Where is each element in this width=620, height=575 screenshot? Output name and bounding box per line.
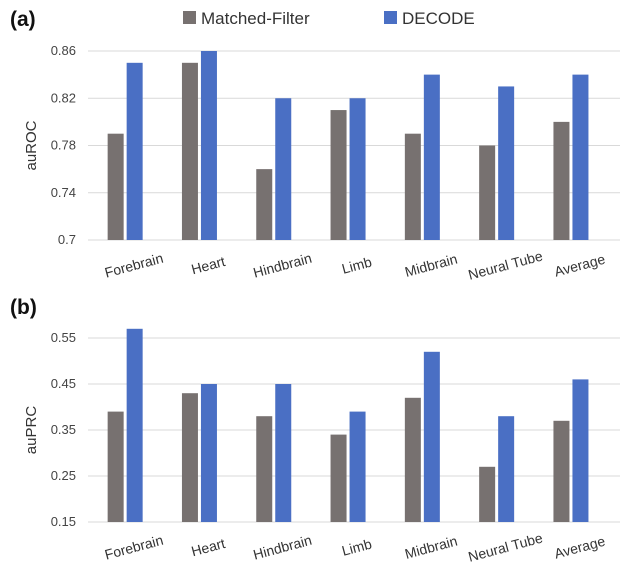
y-tick-label: 0.86 [51,43,76,58]
y-tick-label: 0.45 [51,376,76,391]
x-category-label: Midbrain [403,250,459,279]
chart-auroc: 0.7 0.74 0.78 0.82 0.86 auROC Forebrain Heart Hi… [23,43,620,283]
bar-matched-filter-hindbrain [256,416,273,522]
bar-decode-average [572,74,589,240]
bar-matched-filter-midbrain [404,397,421,522]
legend-swatch-decode [384,11,397,24]
chart-auprc: 0.15 0.25 0.35 0.45 0.55 auPRC Forebrain Heart H… [23,328,620,565]
bar-decode-midbrain [423,351,440,522]
bar-matched-filter-average [553,121,570,240]
x-category-label: Hindbrain [251,250,313,281]
x-category-label: Heart [190,253,227,277]
bar-matched-filter-hindbrain [256,169,273,240]
bar-decode-hindbrain [275,98,292,240]
bar-decode-forebrain [126,328,143,522]
x-category-label: Neural Tube [466,530,544,565]
bar-matched-filter-midbrain [404,133,421,240]
bar-matched-filter-forebrain [107,411,124,522]
y-tick-label: 0.25 [51,468,76,483]
bar-matched-filter-neural-tube [479,466,496,522]
panel-label-a: (a) [10,8,36,31]
legend-swatch-matched-filter [183,11,196,24]
bar-decode-average [572,379,589,522]
x-category-label: Limb [340,253,374,276]
x-category-label: Midbrain [403,532,459,561]
y-tick-label: 0.35 [51,422,76,437]
x-category-label: Average [553,251,607,280]
bar-matched-filter-limb [330,434,347,522]
bar-matched-filter-heart [181,393,198,522]
y-tick-label: 0.55 [51,330,76,345]
y-axis-label: auROC [23,120,40,170]
bar-decode-neural-tube [498,86,515,240]
y-axis-label: auPRC [23,406,40,455]
y-tick-label: 0.7 [58,232,76,247]
bar-matched-filter-forebrain [107,133,124,240]
bar-decode-forebrain [126,62,143,240]
y-tick-label: 0.82 [51,90,76,105]
x-category-label: Hindbrain [251,532,313,563]
bar-decode-neural-tube [498,416,515,522]
legend: Matched-Filter DECODE [183,9,475,28]
y-tick-label: 0.15 [51,514,76,529]
x-category-label: Heart [190,535,227,559]
bar-decode-limb [349,411,366,522]
y-tick-label: 0.78 [51,138,76,153]
x-category-label: Forebrain [103,532,165,563]
bar-matched-filter-limb [330,110,347,240]
x-category-label: Limb [340,535,374,558]
bar-decode-hindbrain [275,384,292,522]
bar-decode-heart [200,51,217,240]
bar-matched-filter-average [553,420,570,522]
x-category-label: Forebrain [103,250,165,281]
panel-label-b: (b) [10,296,37,319]
bar-matched-filter-neural-tube [479,145,496,240]
bar-decode-heart [200,384,217,522]
x-category-label: Average [553,533,607,562]
bar-matched-filter-heart [181,62,198,240]
bar-decode-midbrain [423,74,440,240]
legend-label-decode: DECODE [402,9,475,28]
x-category-label: Neural Tube [466,248,544,283]
y-tick-label: 0.74 [51,185,76,200]
bar-decode-limb [349,98,366,240]
legend-label-matched-filter: Matched-Filter [201,9,310,28]
